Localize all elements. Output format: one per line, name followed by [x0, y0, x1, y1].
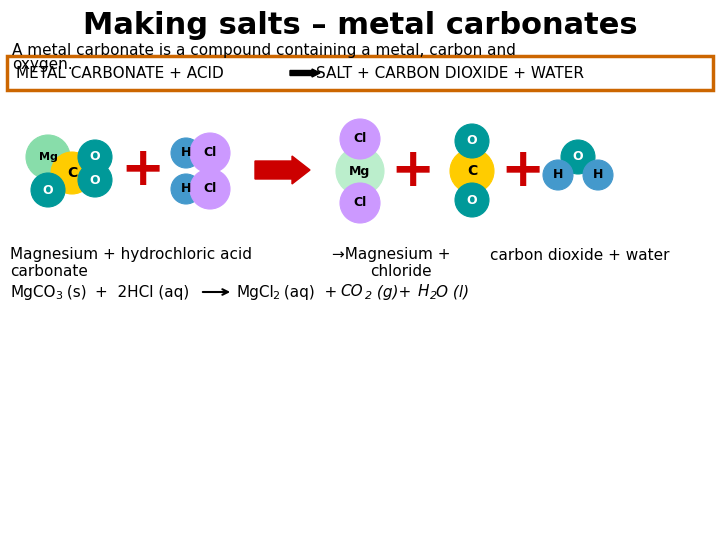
- Text: O: O: [42, 184, 53, 197]
- Text: METAL CARBONATE + ACID: METAL CARBONATE + ACID: [16, 65, 224, 80]
- Text: +  2HCl (aq): + 2HCl (aq): [95, 285, 189, 300]
- Circle shape: [543, 160, 573, 190]
- Circle shape: [31, 173, 65, 207]
- Text: O: O: [90, 151, 100, 164]
- Circle shape: [583, 160, 613, 190]
- Text: Cl: Cl: [203, 183, 217, 195]
- Text: H: H: [181, 183, 192, 195]
- Text: carbon dioxide + water: carbon dioxide + water: [490, 247, 670, 262]
- Text: O (l): O (l): [436, 285, 469, 300]
- Circle shape: [190, 133, 230, 173]
- Circle shape: [26, 135, 70, 179]
- Text: +: +: [390, 145, 434, 197]
- Circle shape: [171, 138, 201, 168]
- Text: Cl: Cl: [203, 146, 217, 159]
- Text: Mg: Mg: [39, 152, 58, 162]
- Text: C: C: [67, 166, 77, 180]
- Circle shape: [340, 183, 380, 223]
- Circle shape: [455, 183, 489, 217]
- Text: 3: 3: [55, 291, 62, 301]
- Text: (g)+: (g)+: [372, 285, 411, 300]
- Text: Mg: Mg: [349, 165, 371, 178]
- Text: O: O: [90, 173, 100, 186]
- Text: H: H: [593, 168, 603, 181]
- Circle shape: [336, 147, 384, 195]
- Text: O: O: [572, 151, 583, 164]
- Text: H: H: [418, 285, 430, 300]
- Text: Cl: Cl: [354, 132, 366, 145]
- Text: →Magnesium +: →Magnesium +: [332, 247, 451, 262]
- Text: carbonate: carbonate: [10, 265, 88, 280]
- Text: SALT + CARBON DIOXIDE + WATER: SALT + CARBON DIOXIDE + WATER: [316, 65, 584, 80]
- Circle shape: [78, 163, 112, 197]
- Text: C: C: [467, 164, 477, 178]
- Circle shape: [171, 174, 201, 204]
- Text: MgCO: MgCO: [10, 285, 55, 300]
- Circle shape: [455, 124, 489, 158]
- Text: O: O: [467, 134, 477, 147]
- FancyArrow shape: [290, 69, 320, 77]
- Text: +: +: [120, 144, 164, 196]
- Text: H: H: [181, 146, 192, 159]
- Text: Magnesium + hydrochloric acid: Magnesium + hydrochloric acid: [10, 247, 252, 262]
- Text: 2: 2: [430, 291, 437, 301]
- Text: oxygen.: oxygen.: [12, 57, 73, 72]
- Text: 2: 2: [272, 291, 279, 301]
- Circle shape: [190, 169, 230, 209]
- FancyArrow shape: [255, 156, 310, 184]
- FancyBboxPatch shape: [7, 56, 713, 90]
- Text: chloride: chloride: [370, 265, 431, 280]
- Text: 2: 2: [365, 291, 372, 301]
- Circle shape: [340, 119, 380, 159]
- Text: A metal carbonate is a compound containing a metal, carbon and: A metal carbonate is a compound containi…: [12, 43, 516, 57]
- Circle shape: [450, 149, 494, 193]
- Text: MgCl: MgCl: [236, 285, 274, 300]
- Text: Making salts – metal carbonates: Making salts – metal carbonates: [83, 10, 637, 39]
- Circle shape: [78, 140, 112, 174]
- Text: O: O: [467, 193, 477, 206]
- Circle shape: [51, 152, 93, 194]
- Text: +: +: [500, 145, 544, 197]
- Text: H: H: [553, 168, 563, 181]
- Text: (s): (s): [62, 285, 86, 300]
- Text: Cl: Cl: [354, 197, 366, 210]
- Circle shape: [561, 140, 595, 174]
- Text: CO: CO: [340, 285, 363, 300]
- Text: (aq)  +: (aq) +: [279, 285, 337, 300]
